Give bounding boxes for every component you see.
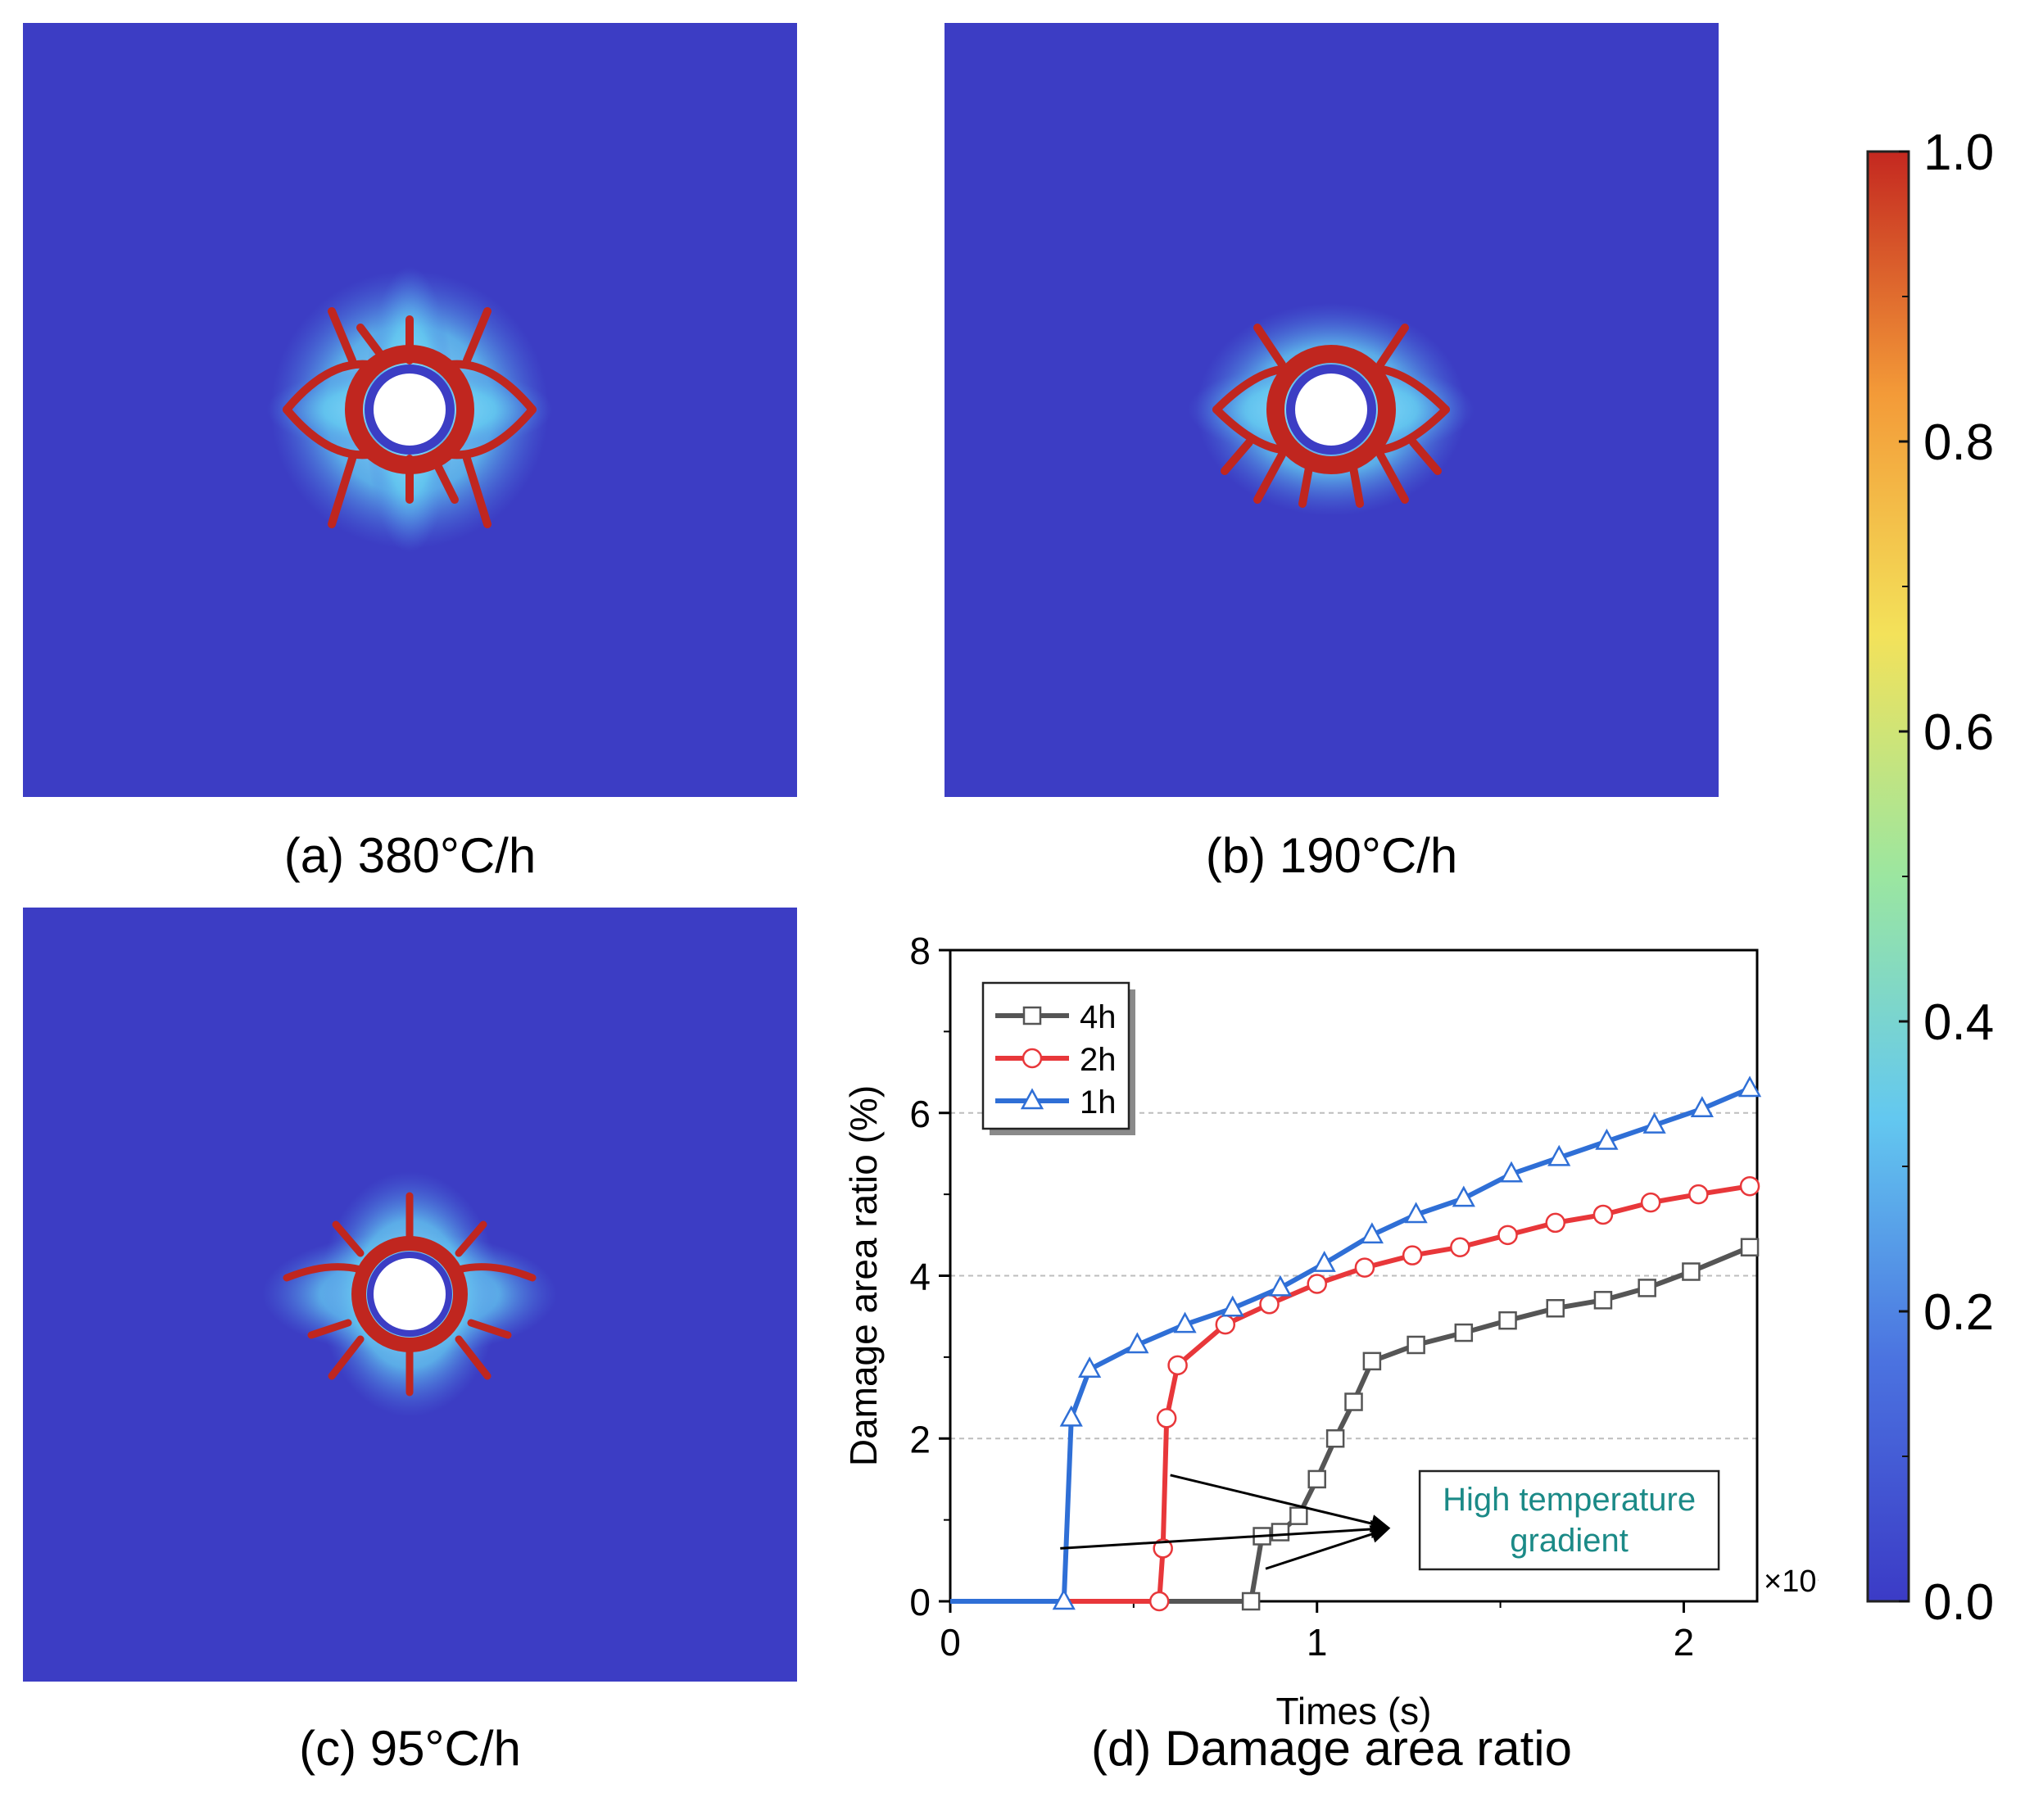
data-point-4h: [1271, 1523, 1290, 1542]
contour-panel-b: [945, 23, 1719, 797]
data-point-4h: [1454, 1323, 1474, 1342]
y-tick-label: 0: [909, 1581, 931, 1623]
series-2h: [950, 1175, 1760, 1612]
legend-marker-4h: [1022, 1006, 1042, 1025]
data-point-2h: [1497, 1225, 1518, 1246]
data-point-1h: [1173, 1311, 1197, 1333]
data-point-4h: [1362, 1351, 1382, 1371]
caption-d: (d) Damage area ratio: [1091, 1721, 1572, 1776]
colorbar-label: 0.2: [1923, 1284, 1994, 1341]
annotation-arrow: [1265, 1532, 1375, 1570]
legend-label-4h: 4h: [1080, 999, 1117, 1035]
data-point-4h: [1407, 1335, 1425, 1355]
x-axis-label: Times (s): [1276, 1690, 1432, 1732]
data-point-4h: [1740, 1238, 1760, 1256]
data-point-2h: [1307, 1274, 1327, 1294]
data-point-1h: [1126, 1332, 1149, 1354]
arrow-head: [1369, 1525, 1391, 1543]
data-point-4h: [1241, 1591, 1261, 1611]
x-multiplier: ×10⁴: [1764, 1564, 1819, 1599]
caption-c: (c) 95°C/h: [299, 1721, 521, 1776]
data-point-2h: [1167, 1355, 1188, 1376]
annotation-arrow: [1170, 1474, 1375, 1526]
annotation-text: High temperature: [1443, 1482, 1696, 1518]
series-1h: [950, 1075, 1762, 1610]
data-point-4h: [1682, 1262, 1701, 1281]
damage-contour-c: [262, 1171, 557, 1417]
legend-marker-2h: [1022, 1048, 1043, 1069]
data-point-4h: [1344, 1392, 1363, 1411]
data-point-4h: [1498, 1311, 1517, 1330]
data-point-1h: [1268, 1274, 1293, 1297]
damage-contour-b: [1188, 303, 1475, 516]
colorbar: 1.0 0.8 0.6 0.4 0.2 0.0: [1866, 125, 1994, 1631]
data-point-2h: [1739, 1175, 1760, 1197]
data-point-1h: [1642, 1112, 1666, 1134]
caption-a: (a) 380°C/h: [283, 828, 537, 883]
annotation-box: [1418, 1469, 1720, 1571]
data-point-2h: [1688, 1184, 1709, 1205]
data-point-2h: [1354, 1257, 1375, 1278]
data-point-1h: [1690, 1096, 1714, 1118]
data-point-1h: [1595, 1128, 1619, 1150]
data-point-1h: [1052, 1588, 1076, 1610]
data-point-2h: [1148, 1591, 1170, 1612]
caption-b: (b) 190°C/h: [1205, 828, 1458, 883]
annotation-text: gradient: [1510, 1523, 1629, 1559]
colorbar-label: 1.0: [1923, 125, 1994, 181]
y-tick-label: 8: [909, 930, 931, 972]
x-tick-label: 2: [1674, 1621, 1695, 1664]
data-point-1h: [1452, 1185, 1475, 1207]
data-point-1h: [1059, 1405, 1083, 1427]
data-point-2h: [1156, 1408, 1177, 1428]
contour-panel-c: [23, 908, 797, 1682]
legend-marker-1h: [1020, 1088, 1044, 1110]
contour-panel-a: [23, 23, 797, 797]
damage-contour-a: [266, 266, 553, 553]
damage-area-ratio-chart: 0 2 4 6 8 0 1 2 Times (s) Damage area ratio (%) ×1…: [842, 930, 1819, 1732]
annotation: High temperature gradient: [1060, 1469, 1720, 1571]
legend: 4h 2h 1h: [981, 981, 1135, 1135]
colorbar-label: 0.4: [1923, 994, 1994, 1051]
data-point-2h: [1640, 1192, 1661, 1213]
y-tick-label: 6: [909, 1093, 931, 1135]
data-point-2h: [1215, 1314, 1236, 1335]
legend-label-1h: 1h: [1080, 1084, 1117, 1121]
colorbar-label: 0.0: [1923, 1574, 1994, 1631]
data-point-1h: [1499, 1161, 1524, 1183]
data-point-1h: [1312, 1250, 1336, 1272]
data-point-4h: [1325, 1429, 1345, 1448]
data-point-4h: [1289, 1506, 1308, 1525]
data-point-1h: [1078, 1356, 1102, 1379]
y-tick-label: 2: [909, 1418, 931, 1460]
annotation-arrow: [1060, 1528, 1375, 1550]
data-point-4h: [1638, 1279, 1656, 1297]
colorbar-label: 0.6: [1923, 704, 1994, 761]
legend-label-2h: 2h: [1080, 1042, 1117, 1078]
data-point-2h: [1545, 1212, 1565, 1234]
y-tick-label: 4: [909, 1256, 931, 1298]
colorbar-label: 0.8: [1923, 414, 1994, 471]
data-point-2h: [1450, 1237, 1470, 1257]
borehole: [374, 374, 446, 446]
x-tick-label: 0: [940, 1621, 961, 1664]
data-point-1h: [1737, 1075, 1762, 1098]
data-point-1h: [1404, 1202, 1428, 1224]
series-4h: [950, 1238, 1760, 1611]
data-point-4h: [1593, 1291, 1613, 1310]
data-point-1h: [1221, 1295, 1244, 1317]
data-point-2h: [1592, 1204, 1614, 1225]
y-axis-label: Damage area ratio (%): [842, 1085, 885, 1466]
x-tick-label: 1: [1307, 1621, 1328, 1664]
data-point-4h: [1307, 1469, 1326, 1489]
data-point-1h: [1547, 1144, 1571, 1166]
data-point-1h: [1360, 1222, 1384, 1244]
data-point-4h: [1546, 1299, 1565, 1318]
data-point-2h: [1153, 1538, 1173, 1559]
data-point-2h: [1402, 1245, 1423, 1265]
crack-network: [283, 307, 537, 528]
